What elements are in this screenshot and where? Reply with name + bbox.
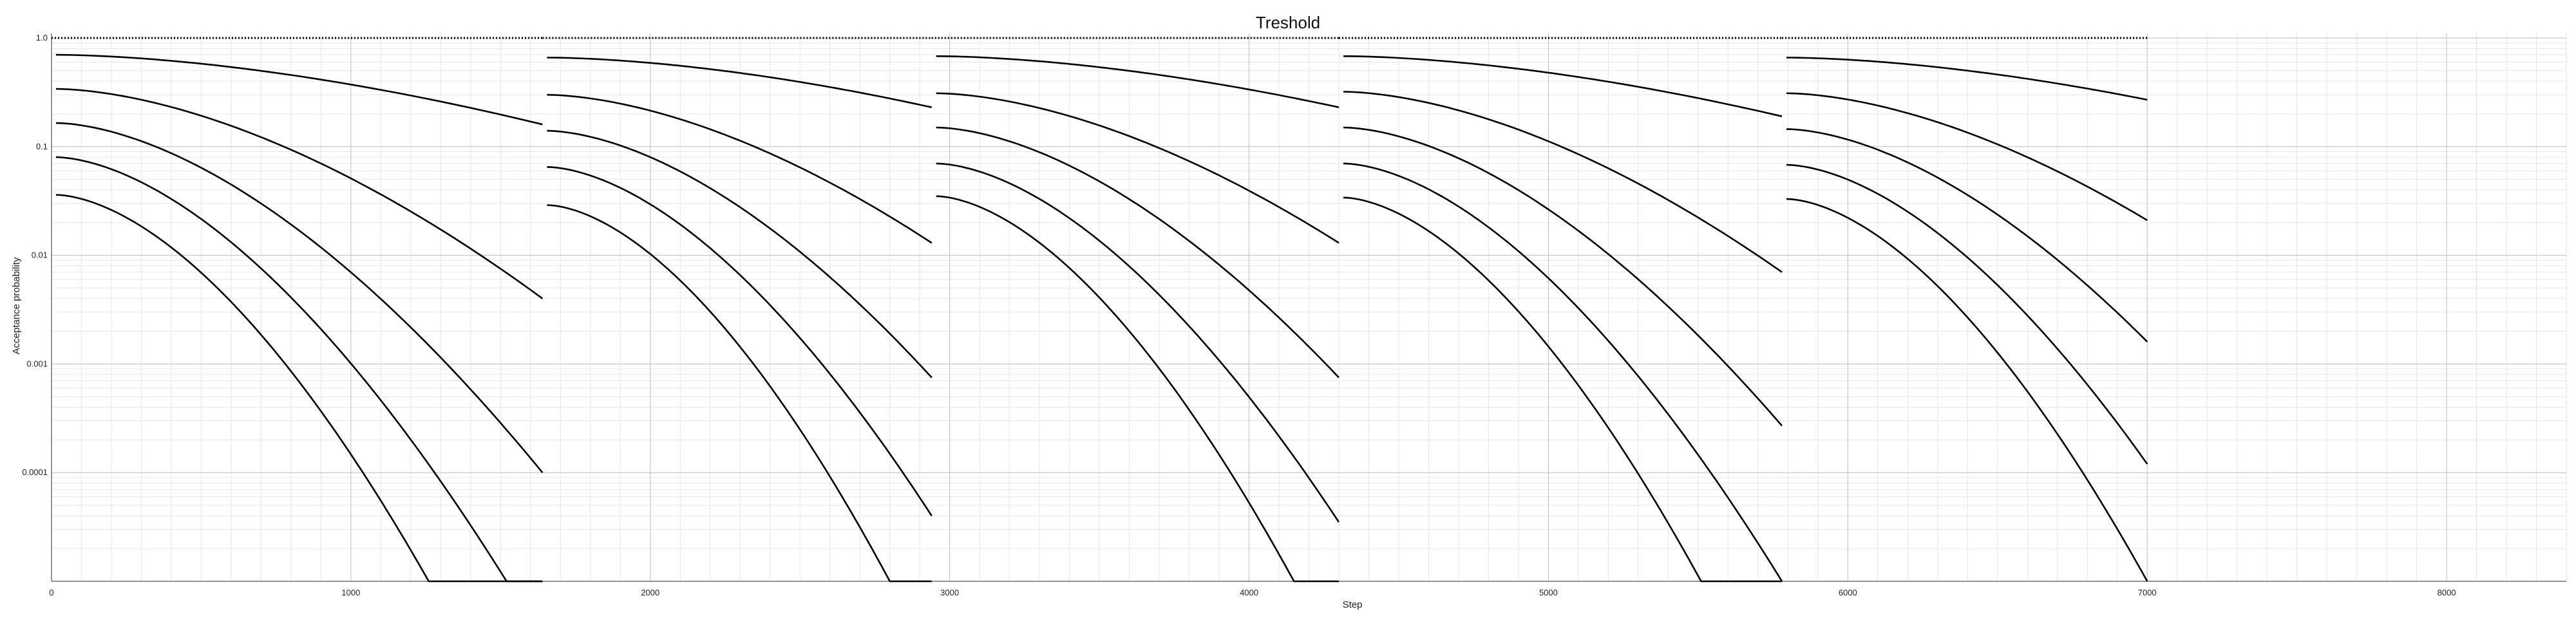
series-3-line [1786, 128, 2148, 342]
x-tick-label: 7000 [2138, 588, 2157, 597]
series-2-line [1786, 92, 2148, 221]
series-5-line [936, 195, 1339, 583]
series-4-line [936, 162, 1340, 523]
series-5-line [547, 204, 932, 583]
series-5-line [1343, 196, 1782, 583]
segment-4 [1338, 37, 1783, 583]
x-tick-label: 3000 [940, 588, 959, 597]
y-tick-label: 0.0001 [22, 467, 48, 477]
series-4-line [1786, 164, 2148, 465]
x-tick-label: 1000 [341, 588, 360, 597]
series-3-line [936, 126, 1340, 379]
series-3-line [1343, 126, 1783, 427]
series-1-line [55, 53, 543, 126]
series-4-line [55, 156, 543, 583]
y-tick-label: 1.0 [36, 33, 48, 42]
series-1-line [1343, 55, 1783, 117]
x-tick-label: 8000 [2438, 588, 2456, 597]
series-2-line [55, 88, 544, 299]
x-tick-label: 0 [49, 588, 53, 597]
segment-1 [52, 37, 544, 583]
x-axis-label: Step [1343, 599, 1363, 610]
y-tick-label: 0.001 [26, 359, 48, 368]
series-1-line [547, 57, 933, 108]
y-tick-label: 0.01 [32, 250, 48, 260]
x-tick-label: 6000 [1839, 588, 1857, 597]
segment-2 [542, 37, 933, 583]
series-2-line [547, 94, 933, 244]
series-1-line [1786, 57, 2148, 101]
segment-3 [931, 37, 1340, 583]
y-axis-label: Acceptance probability [11, 257, 22, 354]
series-3-line [55, 122, 544, 474]
y-tick-label: 0.1 [36, 142, 48, 151]
series-2-line [1343, 91, 1783, 273]
series-5-line [1786, 198, 2148, 582]
x-tick-label: 5000 [1539, 588, 1558, 597]
series-1-line [936, 55, 1340, 108]
series-4-line [1343, 162, 1783, 582]
tick-labels: 0 1000 2000 3000 4000 5000 6000 7000 8000 1.0 0.1 0… [22, 33, 2456, 597]
series-3-line [547, 129, 933, 379]
x-tick-label: 4000 [1240, 588, 1258, 597]
series-2-line [936, 92, 1340, 244]
plot-area [52, 37, 2148, 583]
x-tick-label: 2000 [641, 588, 659, 597]
chart-title: Treshold [1256, 13, 1320, 32]
series-4-line [547, 166, 933, 517]
segment-5 [1782, 37, 2148, 582]
series-5-line [55, 194, 543, 583]
